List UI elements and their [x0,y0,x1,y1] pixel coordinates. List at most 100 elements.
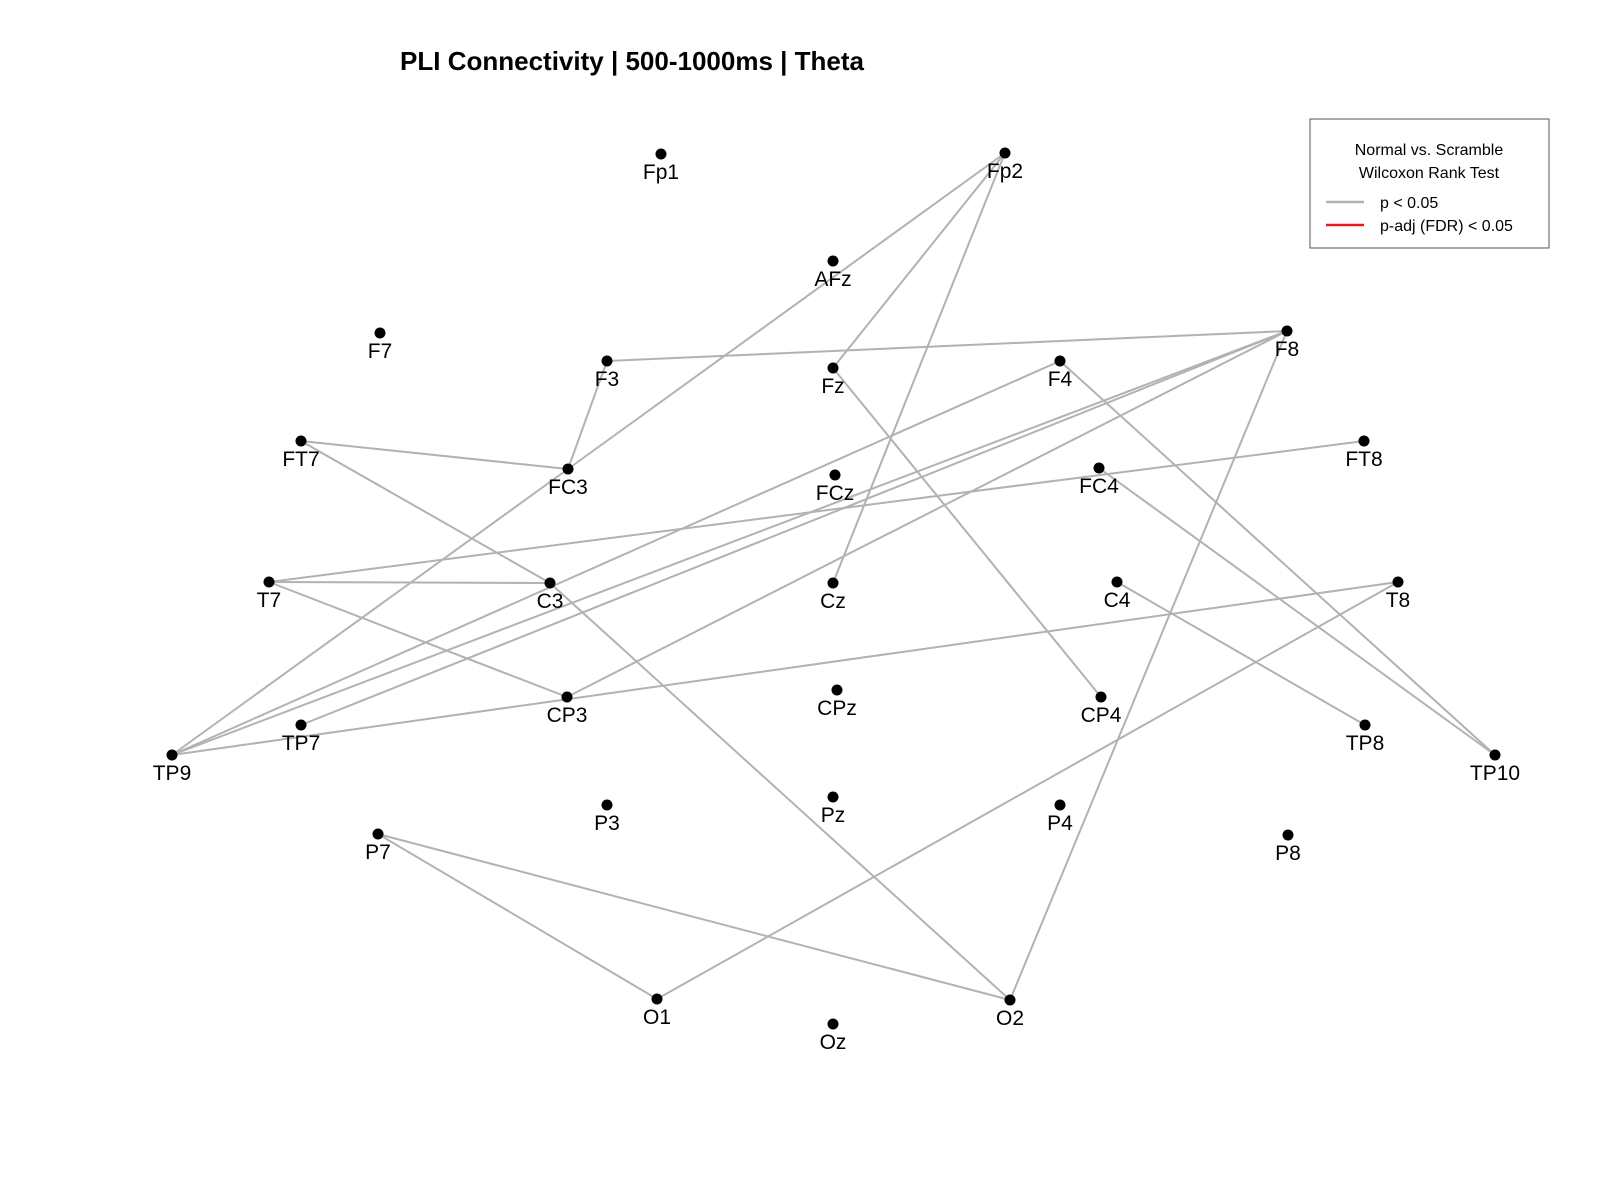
edge-fz-cp4 [832,367,1102,698]
edge-t7-cp3 [268,581,568,698]
electrode-node-p4 [1054,799,1066,811]
electrode-node-tp8 [1359,719,1371,731]
electrode-node-tp7 [295,719,307,731]
legend-label-uncorrected: p < 0.05 [1380,195,1438,212]
electrode-node-fp1 [655,148,667,160]
electrode-label-pz: Pz [821,804,846,827]
edge-fc3-ft7 [300,440,569,470]
electrode-label-cp3: CP3 [547,704,588,727]
electrode-label-f8: F8 [1275,338,1300,361]
edge-t7-c3 [268,581,551,584]
legend-title-line2: Wilcoxon Rank Test [1359,165,1500,182]
edge-fp2-cz [832,152,1006,584]
electrode-node-cpz [831,684,843,696]
electrode-node-fc3 [562,463,574,475]
edge-t8-tp9 [171,581,1399,756]
electrode-node-fz [827,362,839,374]
edge-fp2-fc3 [567,152,1006,470]
electrode-label-afz: AFz [814,268,851,291]
electrode-node-fcz [829,469,841,481]
electrode-node-pz [827,791,839,803]
edge-fp2-fz [832,152,1006,369]
electrode-node-fc4 [1093,462,1105,474]
electrode-node-cp4 [1095,691,1107,703]
edge-p7-o1 [377,833,658,1000]
electrode-node-c3 [544,577,556,589]
electrode-node-afz [827,255,839,267]
edges-layer [171,152,1496,1001]
electrode-node-f7 [374,327,386,339]
electrode-node-f4 [1054,355,1066,367]
electrode-node-ft7 [295,435,307,447]
electrode-node-cp3 [561,691,573,703]
edge-f8-tp7 [300,330,1288,726]
edge-c3-o2 [549,582,1011,1001]
electrode-label-ft8: FT8 [1345,448,1382,471]
edge-p7-o2 [377,833,1011,1001]
electrode-label-f7: F7 [368,340,393,363]
electrode-label-fp1: Fp1 [643,161,679,184]
electrode-label-cp4: CP4 [1081,704,1122,727]
electrode-label-cpz: CPz [817,697,857,720]
electrode-node-tp10 [1489,749,1501,761]
nodes-layer: Fp1 Fp2 AFz F7 F3 Fz F4 F8 FT7 FC3 FCz FC4 FT8 T7 C3 Cz… [153,147,1520,1054]
electrode-node-p3 [601,799,613,811]
electrode-node-f3 [601,355,613,367]
edge-f3-f8 [606,330,1288,362]
electrode-label-o2: O2 [996,1007,1024,1030]
electrode-label-ft7: FT7 [282,448,319,471]
electrode-node-t8 [1392,576,1404,588]
edge-ft8-t7 [268,440,1365,583]
legend-title-line1: Normal vs. Scramble [1355,142,1504,159]
electrode-node-o1 [651,993,663,1005]
electrode-node-c4 [1111,576,1123,588]
chart-title: PLI Connectivity | 500-1000ms | Theta [400,46,864,76]
edge-f4-tp9 [171,360,1061,756]
edge-f8-cp3 [566,330,1288,698]
electrode-node-fp2 [999,147,1011,159]
edge-fc4-tp10 [1098,467,1496,756]
electrode-node-p7 [372,828,384,840]
electrode-node-f8 [1281,325,1293,337]
edge-fc3-tp9 [171,468,569,756]
electrode-label-tp9: TP9 [153,762,192,785]
electrode-label-p3: P3 [594,812,620,835]
electrode-node-cz [827,577,839,589]
electrode-label-o1: O1 [643,1006,671,1029]
edge-ft7-c3 [300,440,551,584]
electrode-label-fz: Fz [821,375,844,398]
edge-f8-tp9 [171,330,1288,756]
electrode-label-p7: P7 [365,841,391,864]
electrode-label-fc4: FC4 [1079,475,1119,498]
electrode-label-f3: F3 [595,368,620,391]
edge-f3-fc3 [567,360,608,470]
electrode-label-p8: P8 [1275,842,1301,865]
electrode-label-t8: T8 [1386,589,1411,612]
electrode-label-fcz: FCz [816,482,855,505]
electrode-label-f4: F4 [1048,368,1073,391]
legend: Normal vs. Scramble Wilcoxon Rank Test p… [1309,118,1550,249]
electrode-node-oz [827,1018,839,1030]
electrode-label-c3: C3 [537,590,564,613]
electrode-label-tp7: TP7 [282,732,321,755]
electrode-node-t7 [263,576,275,588]
legend-box [1309,118,1550,249]
electrode-node-p8 [1282,829,1294,841]
electrode-label-t7: T7 [257,589,282,612]
edge-c4-tp8 [1116,581,1366,726]
electrode-label-tp8: TP8 [1346,732,1385,755]
electrode-label-cz: Cz [820,590,846,613]
edge-f8-o2 [1009,330,1288,1001]
electrode-label-oz: Oz [820,1031,847,1054]
edge-t8-o1 [656,581,1399,1000]
electrode-node-tp9 [166,749,178,761]
edge-f4-tp10 [1059,360,1496,756]
electrode-node-ft8 [1358,435,1370,447]
electrode-label-tp10: TP10 [1470,762,1520,785]
legend-label-fdr: p-adj (FDR) < 0.05 [1380,218,1513,235]
electrode-label-fc3: FC3 [548,476,588,499]
electrode-label-fp2: Fp2 [987,160,1023,183]
electrode-node-o2 [1004,994,1016,1006]
electrode-label-p4: P4 [1047,812,1073,835]
